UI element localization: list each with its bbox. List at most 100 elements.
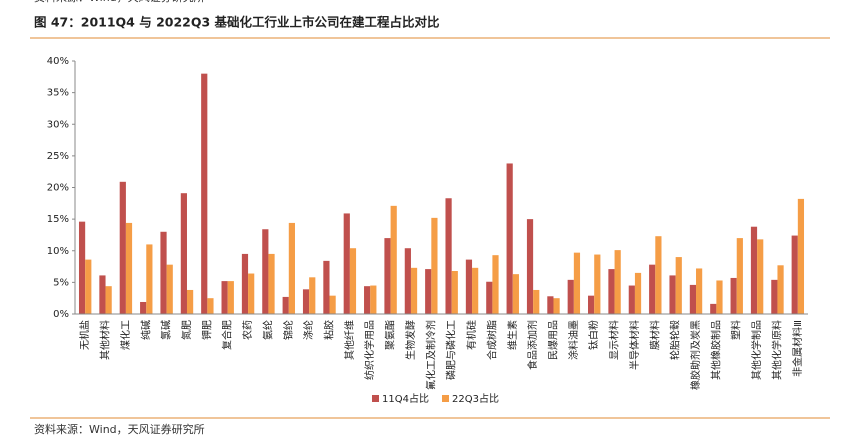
bar: [431, 217, 438, 314]
bar: [241, 253, 249, 314]
y-tick-label: 10%: [47, 246, 69, 257]
x-tick-label: 氨纶: [261, 320, 274, 340]
bar: [404, 248, 411, 314]
x-tick-label: 煤化工: [119, 320, 132, 350]
bar: [309, 277, 316, 314]
bar: [248, 273, 255, 314]
bar: [268, 253, 275, 314]
legend-label: 22Q3占比: [452, 392, 499, 405]
bar: [573, 252, 581, 314]
x-tick-label: 生物发酵: [404, 320, 417, 360]
bar: [364, 286, 371, 314]
x-tick-label: 氮肥: [180, 320, 193, 340]
bar: [608, 269, 615, 314]
bar: [105, 286, 112, 314]
x-tick-label: 涤纶: [302, 320, 315, 340]
bar: [472, 267, 479, 314]
bar: [445, 198, 452, 314]
x-tick-label: 橡胶助剂及炭黑: [689, 320, 702, 390]
bar: [506, 163, 513, 314]
bar: [689, 284, 697, 314]
bar: [710, 303, 717, 314]
bar: [180, 193, 187, 314]
x-tick-label: 氯碱: [160, 320, 173, 340]
bar: [547, 296, 554, 314]
bar: [425, 269, 432, 314]
bar: [750, 226, 758, 314]
y-tick-label: 30%: [47, 119, 69, 130]
legend-swatch: [372, 395, 379, 402]
source: 资料来源：Wind，天风证券研究所: [34, 422, 205, 436]
bar: [370, 285, 377, 314]
bar: [533, 289, 540, 314]
bar: [186, 289, 194, 314]
bar: [649, 264, 656, 314]
y-tick-label: 0%: [53, 309, 69, 320]
bar: [594, 254, 601, 314]
bar: [771, 279, 778, 314]
bar: [207, 298, 214, 314]
bar: [567, 279, 574, 314]
x-tick-label: 粘胶: [323, 320, 336, 340]
y-tick-label: 40%: [47, 56, 69, 67]
bar: [160, 231, 167, 314]
x-tick-label: 膜材料: [648, 320, 661, 350]
x-tick-label: 其他纤维: [343, 320, 356, 360]
x-tick-label: 钾肥: [200, 320, 213, 340]
y-tick-label: 35%: [47, 88, 69, 99]
x-tick-label: 农药: [241, 320, 254, 340]
bar: [99, 275, 106, 314]
bar: [492, 255, 499, 314]
x-tick-label: 显示材料: [608, 320, 621, 360]
bar: [730, 277, 737, 314]
x-tick-label: 合成树脂: [485, 320, 498, 360]
bar: [526, 219, 534, 314]
chart-title: 图 47：2011Q4 与 2022Q3 基础化工行业上市公司在建工程占比对比: [34, 15, 440, 30]
bar: [757, 239, 764, 314]
bar: [588, 295, 595, 314]
x-tick-label: 无机盐: [78, 320, 91, 350]
x-tick-label: 非金属材料Ⅲ: [791, 320, 804, 377]
y-tick-label: 25%: [47, 151, 69, 162]
bar: [140, 301, 147, 314]
x-tick-label: 氟化工及制冷剂: [424, 320, 437, 390]
x-tick-label: 聚氨酯: [384, 320, 397, 350]
bar: [410, 267, 418, 314]
bar: [221, 281, 228, 314]
bar: [323, 260, 330, 314]
y-tick-label: 15%: [47, 214, 69, 225]
bar: [343, 213, 350, 314]
bar: [125, 222, 133, 314]
bar: [288, 222, 295, 314]
bar: [201, 73, 208, 315]
x-tick-label: 涂料油墨: [567, 320, 580, 360]
bar: [736, 238, 743, 314]
bar: [628, 285, 635, 314]
bar: [349, 248, 357, 314]
bar: [465, 259, 473, 314]
x-tick-label: 其他橡胶制品: [709, 320, 722, 380]
bar: [696, 268, 703, 314]
x-tick-label: 钛白粉: [587, 320, 600, 350]
bar: [329, 295, 336, 314]
bar: [384, 238, 391, 314]
x-tick-label: 半导体材料: [628, 320, 641, 370]
x-tick-label: 其他材料: [99, 320, 112, 360]
x-tick-label: 磷肥与磷化工: [445, 320, 458, 380]
bar: [716, 280, 723, 314]
bar: [262, 229, 269, 314]
bar: [85, 259, 92, 314]
bar: [675, 257, 682, 314]
x-tick-label: 塑料: [730, 320, 743, 340]
y-tick-label: 20%: [47, 183, 69, 194]
bar: [146, 244, 153, 314]
x-tick-label: 轮胎轮毂: [669, 320, 682, 360]
bar: [119, 181, 126, 314]
legend-swatch: [442, 395, 449, 402]
bar: [777, 265, 784, 314]
legend-label: 11Q4占比: [382, 392, 429, 405]
bar: [553, 298, 560, 314]
bar: [78, 221, 86, 314]
bar: [282, 296, 289, 314]
